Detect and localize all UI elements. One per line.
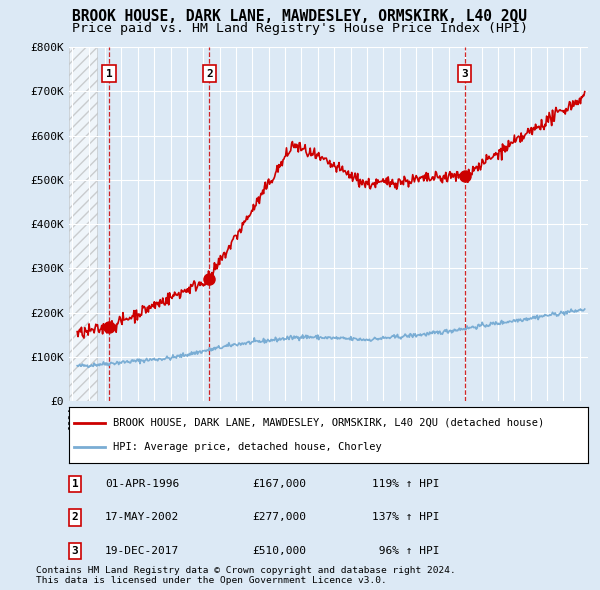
Text: 3: 3 [71,546,79,556]
Text: BROOK HOUSE, DARK LANE, MAWDESLEY, ORMSKIRK, L40 2QU: BROOK HOUSE, DARK LANE, MAWDESLEY, ORMSK… [73,9,527,24]
Text: 119% ↑ HPI: 119% ↑ HPI [372,479,439,489]
Text: 96% ↑ HPI: 96% ↑ HPI [372,546,439,556]
Bar [69,47,97,401]
Text: This data is licensed under the Open Government Licence v3.0.: This data is licensed under the Open Gov… [36,576,387,585]
Text: BROOK HOUSE, DARK LANE, MAWDESLEY, ORMSKIRK, L40 2QU (detached house): BROOK HOUSE, DARK LANE, MAWDESLEY, ORMSK… [113,418,544,428]
Text: 2: 2 [71,513,79,522]
Text: £510,000: £510,000 [252,546,306,556]
Text: 19-DEC-2017: 19-DEC-2017 [105,546,179,556]
Text: 2: 2 [206,69,213,78]
Text: £277,000: £277,000 [252,513,306,522]
Text: 17-MAY-2002: 17-MAY-2002 [105,513,179,522]
Text: Price paid vs. HM Land Registry's House Price Index (HPI): Price paid vs. HM Land Registry's House … [72,22,528,35]
Text: 1: 1 [71,479,79,489]
Text: 1: 1 [106,69,112,78]
Text: 137% ↑ HPI: 137% ↑ HPI [372,513,439,522]
Text: 3: 3 [461,69,468,78]
Text: HPI: Average price, detached house, Chorley: HPI: Average price, detached house, Chor… [113,442,382,453]
Text: £167,000: £167,000 [252,479,306,489]
Text: 01-APR-1996: 01-APR-1996 [105,479,179,489]
Text: Contains HM Land Registry data © Crown copyright and database right 2024.: Contains HM Land Registry data © Crown c… [36,566,456,575]
